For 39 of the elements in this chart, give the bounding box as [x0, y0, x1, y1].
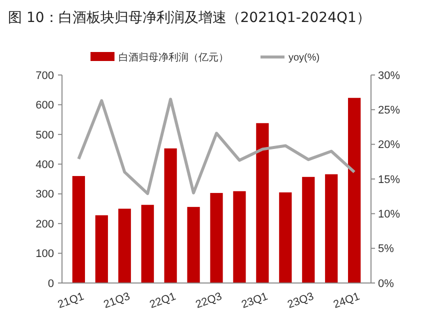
legend-label: yoy(%): [288, 52, 320, 64]
bar: [72, 176, 85, 283]
x-tick-label: 21Q1: [56, 290, 86, 312]
y-tick-label: 400: [36, 158, 54, 171]
y-tick-label: 500: [36, 129, 54, 142]
y-tick-label: 700: [36, 70, 54, 82]
y-tick-label: 600: [36, 100, 54, 112]
y2-tick-label: 5%: [378, 243, 394, 256]
legend-label: 白酒归母净利润（亿元）: [118, 52, 228, 64]
y2-tick-label: 10%: [378, 208, 400, 221]
bar: [95, 215, 108, 283]
bar: [118, 208, 131, 283]
y2-tick-label: 0%: [378, 278, 394, 290]
chart-title: 图 10：白酒板块归母净利润及增速（2021Q1-2024Q1）: [8, 10, 370, 26]
x-tick-label: 21Q3: [102, 290, 132, 312]
y-tick-label: 300: [36, 188, 54, 201]
x-tick-label: 23Q3: [286, 290, 316, 312]
bar: [302, 176, 315, 283]
y2-tick-label: 20%: [378, 139, 400, 152]
y2-tick-label: 15%: [378, 174, 400, 186]
bar: [187, 206, 200, 283]
y2-tick-label: 30%: [378, 70, 400, 82]
x-tick-label: 22Q1: [148, 290, 178, 312]
bar: [233, 191, 246, 283]
bar: [141, 204, 154, 283]
x-tick-label: 23Q1: [240, 290, 270, 312]
bar: [210, 192, 223, 283]
bar: [164, 148, 177, 283]
line-series: [77, 98, 356, 196]
bar: [348, 98, 361, 283]
bar: [256, 123, 269, 283]
y-tick-label: 200: [36, 218, 54, 230]
x-tick-label: 24Q1: [332, 290, 362, 312]
x-tick-label: 22Q3: [194, 290, 224, 312]
y2-tick-label: 25%: [378, 104, 400, 117]
bar: [325, 174, 338, 283]
y-tick-label: 100: [36, 248, 54, 260]
y-tick-label: 0: [48, 278, 54, 290]
bar: [279, 192, 292, 283]
